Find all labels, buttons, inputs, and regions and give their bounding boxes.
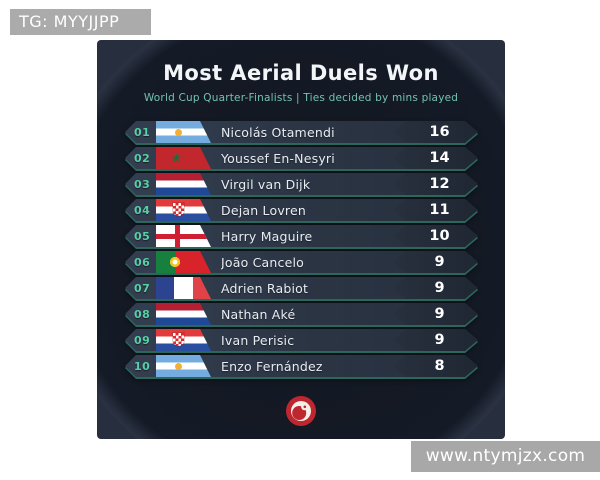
rank-label: 08 xyxy=(134,307,151,321)
table-row: 02 Youssef En-Nesyri 14 xyxy=(125,147,478,169)
player-name: Virgil van Dijk xyxy=(221,176,311,192)
rank-label: 01 xyxy=(134,125,151,139)
value-badge: 9 xyxy=(393,303,478,325)
value-label: 14 xyxy=(429,150,450,166)
value-label: 11 xyxy=(429,202,450,218)
value-badge: 8 xyxy=(393,355,478,377)
value-label: 9 xyxy=(434,280,445,296)
country-flag-icon xyxy=(156,121,211,143)
country-flag-icon xyxy=(156,147,211,169)
value-badge: 16 xyxy=(393,121,478,143)
player-name: Harry Maguire xyxy=(221,228,313,244)
value-label: 9 xyxy=(434,306,445,322)
value-badge: 12 xyxy=(393,173,478,195)
page-subtitle: World Cup Quarter-Finalists | Ties decid… xyxy=(143,92,459,104)
tg-channel-label: TG: MYYJJPP xyxy=(10,9,151,35)
value-badge: 9 xyxy=(393,251,478,273)
table-row: 06 João Cancelo 9 xyxy=(125,251,478,273)
country-flag-icon xyxy=(156,199,211,221)
player-name: Adrien Rabiot xyxy=(221,280,309,296)
table-row: 04 Dejan Lovren 11 xyxy=(125,199,478,221)
country-flag-icon xyxy=(156,303,211,325)
table-row: 09 Ivan Perisic 9 xyxy=(125,329,478,351)
rank-label: 06 xyxy=(134,255,151,269)
table-row: 01 Nicolás Otamendi 16 xyxy=(125,121,478,143)
country-flag-icon xyxy=(156,225,211,247)
player-name: Youssef En-Nesyri xyxy=(221,150,335,166)
ranking-table: 01 Nicolás Otamendi 16 02 Youssef En-Nes… xyxy=(125,121,478,381)
country-flag-icon xyxy=(156,173,211,195)
player-name: Nathan Aké xyxy=(221,306,296,322)
value-badge: 10 xyxy=(393,225,478,247)
value-label: 8 xyxy=(434,358,445,374)
table-row: 07 Adrien Rabiot 9 xyxy=(125,277,478,299)
country-flag-icon xyxy=(156,355,211,377)
player-name: Nicolás Otamendi xyxy=(221,124,335,140)
country-flag-icon xyxy=(156,277,211,299)
rank-label: 03 xyxy=(134,177,151,191)
rank-label: 07 xyxy=(134,281,151,295)
value-label: 9 xyxy=(434,254,445,270)
value-badge: 9 xyxy=(393,277,478,299)
website-watermark: www.ntymjzx.com xyxy=(411,441,600,472)
table-row: 10 Enzo Fernández 8 xyxy=(125,355,478,377)
infographic-card: Most Aerial Duels Won World Cup Quarter-… xyxy=(97,40,505,439)
value-badge: 14 xyxy=(393,147,478,169)
table-row: 03 Virgil van Dijk 12 xyxy=(125,173,478,195)
rank-label: 02 xyxy=(134,151,151,165)
rank-label: 04 xyxy=(134,203,151,217)
country-flag-icon xyxy=(156,251,211,273)
value-label: 9 xyxy=(434,332,445,348)
rank-label: 10 xyxy=(134,359,151,373)
rank-label: 05 xyxy=(134,229,151,243)
value-label: 10 xyxy=(429,228,450,244)
value-label: 12 xyxy=(429,176,450,192)
brand-swirl-logo-icon xyxy=(286,396,316,426)
rank-label: 09 xyxy=(134,333,151,347)
table-row: 05 Harry Maguire 10 xyxy=(125,225,478,247)
value-badge: 9 xyxy=(393,329,478,351)
player-name: João Cancelo xyxy=(221,254,305,270)
page-title: Most Aerial Duels Won xyxy=(163,61,439,85)
value-badge: 11 xyxy=(393,199,478,221)
player-name: Dejan Lovren xyxy=(221,202,307,218)
value-label: 16 xyxy=(429,124,450,140)
player-name: Enzo Fernández xyxy=(221,358,323,374)
table-row: 08 Nathan Aké 9 xyxy=(125,303,478,325)
country-flag-icon xyxy=(156,329,211,351)
player-name: Ivan Perisic xyxy=(221,332,295,348)
